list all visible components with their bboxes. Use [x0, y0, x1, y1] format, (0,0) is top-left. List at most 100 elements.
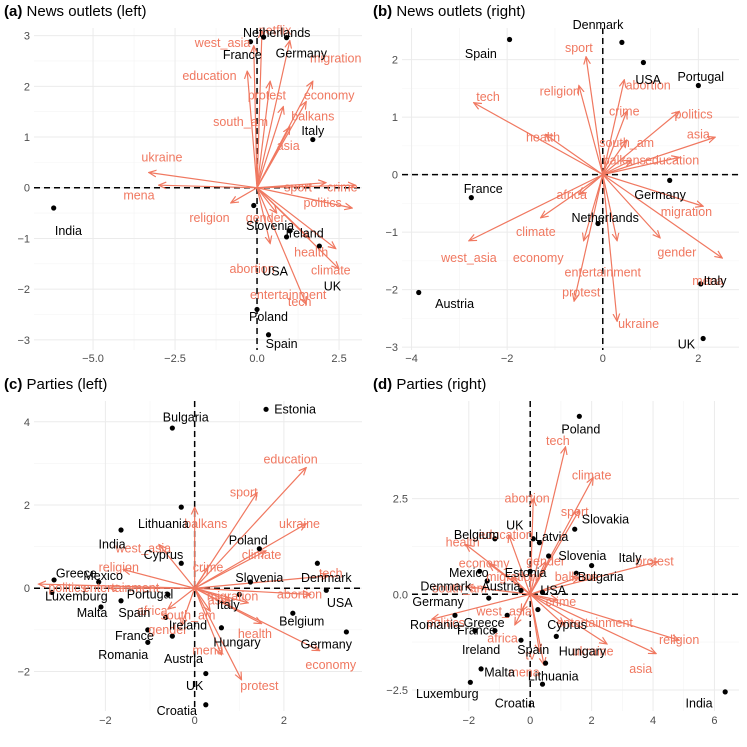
arrow-label-ukraine: ukraine — [573, 645, 614, 659]
arrow-climate — [529, 478, 593, 595]
point-label-spain: Spain — [517, 643, 549, 657]
point-romania — [145, 639, 151, 645]
panel-b-title: (b) News outlets (right) — [373, 3, 526, 20]
arrow-label-crime: crime — [327, 181, 358, 195]
point-cyprus — [535, 606, 541, 613]
arrow-climate — [541, 174, 604, 218]
arrow-migration — [512, 577, 531, 595]
x-tick-label: 0 — [527, 715, 533, 727]
arrow-label-economy: economy — [304, 88, 355, 102]
point-label-usa: USA — [262, 264, 288, 278]
point-ireland — [287, 228, 293, 234]
arrow-south-am — [602, 140, 627, 175]
point-bulgaria — [169, 425, 175, 431]
arrow-label-abortion: abortion — [626, 79, 671, 93]
y-tick-label: 0 — [24, 183, 30, 195]
point-luxemburg — [49, 589, 55, 596]
arrow-mena — [194, 588, 222, 655]
arrow-religion — [579, 86, 604, 175]
arrow-sport — [529, 510, 579, 595]
point-india — [51, 205, 57, 211]
point-poland — [254, 306, 260, 313]
arrow-label-protest: protest — [562, 286, 601, 300]
point-croatia — [539, 681, 546, 687]
point-label-austria: Austria — [482, 580, 521, 594]
point-spain — [506, 36, 513, 43]
point-label-spain: Spain — [266, 337, 298, 351]
point-italy — [589, 562, 595, 569]
arrow-education — [194, 468, 307, 589]
arrow-abortion — [602, 80, 625, 175]
point-label-estonia: Estonia — [505, 566, 547, 580]
point-label-luxemburg: Luxemburg — [416, 687, 479, 701]
arrow-label-politics: politics — [427, 616, 465, 630]
point-lithuania — [178, 504, 184, 510]
x-tick-label: 4 — [650, 715, 656, 727]
point-label-france: France — [115, 629, 154, 643]
panel-a: −5.0 −2.5 0.0 2.5 −3 −2 −1 0 1 2 3 netflix west_asia… — [17, 24, 362, 365]
arrow-label-ukraine: ukraine — [141, 150, 182, 164]
point-label-france: France — [457, 624, 496, 638]
arrow-asia — [194, 587, 231, 600]
x-tick-label: 0 — [192, 715, 198, 727]
point-label-italy: Italy — [301, 124, 325, 138]
arrow-label-crime: crime — [193, 560, 224, 574]
point-label-germany: Germany — [634, 188, 686, 202]
arrow-label-crime: crime — [609, 104, 640, 118]
point-denmark — [484, 578, 490, 584]
arrow-label-religion: religion — [659, 633, 699, 647]
arrow-label-religion: religion — [99, 560, 139, 574]
point-label-belgium: Belgium — [279, 615, 324, 629]
point-label-denmark: Denmark — [301, 571, 352, 585]
point-label-croatia: Croatia — [157, 704, 197, 718]
x-tick-label: 2 — [695, 353, 701, 365]
point-label-malta: Malta — [484, 666, 515, 680]
arrow-mena — [602, 174, 723, 258]
point-poland — [576, 413, 582, 419]
point-india — [118, 527, 124, 533]
x-tick-label: 2 — [589, 715, 595, 727]
point-usa — [640, 59, 646, 66]
arrow-label-abortion: abortion — [277, 587, 322, 601]
arrow-gender — [181, 588, 196, 625]
y-tick-label: 2 — [24, 81, 30, 93]
arrow-label-migration: migration — [310, 51, 361, 65]
arrow-politics — [432, 593, 531, 619]
point-uk — [700, 335, 706, 342]
arrow-label-economy: economy — [305, 658, 356, 672]
point-label-croatia: Croatia — [495, 696, 535, 710]
arrow-education — [602, 157, 679, 176]
arrow-label-health: health — [294, 246, 328, 260]
point-label-poland: Poland — [229, 533, 268, 547]
point-label-spain: Spain — [118, 606, 150, 620]
arrow-label-africa: africa — [487, 631, 518, 645]
arrow-entertainment — [256, 187, 339, 269]
arrow-entertainment — [602, 174, 617, 241]
y-tick-label: 0.0 — [393, 589, 408, 601]
arrow-ukraine — [194, 524, 307, 589]
arrow-label-ukraine: ukraine — [279, 517, 320, 531]
arrow-label-education: education — [263, 452, 317, 466]
point-cyprus — [178, 560, 184, 566]
point-label-malta: Malta — [77, 606, 108, 620]
point-france — [472, 628, 478, 634]
arrow-label-entertainment: entertainment — [83, 581, 160, 595]
arrow-label-climate: climate — [516, 225, 556, 239]
point-label-italy: Italy — [217, 598, 241, 612]
point-germany — [283, 35, 290, 41]
panel-c-title-text: Parties (left) — [26, 376, 108, 393]
arrow-label-asia: asia — [208, 594, 231, 608]
y-tick-label: −2.5 — [386, 685, 408, 697]
arrow-ukraine — [529, 593, 607, 644]
arrow-tech — [474, 103, 604, 176]
arrow-protest — [256, 81, 270, 188]
arrow-label-protest: protest — [635, 555, 674, 569]
arrow-label-abortion: abortion — [230, 262, 275, 276]
point-germany — [667, 177, 673, 183]
x-tick-label: 0 — [600, 353, 606, 365]
arrow-west-asia — [254, 46, 257, 188]
point-netherlands — [261, 34, 267, 40]
point-label-ireland: Ireland — [169, 619, 207, 633]
point-uk — [316, 243, 322, 249]
